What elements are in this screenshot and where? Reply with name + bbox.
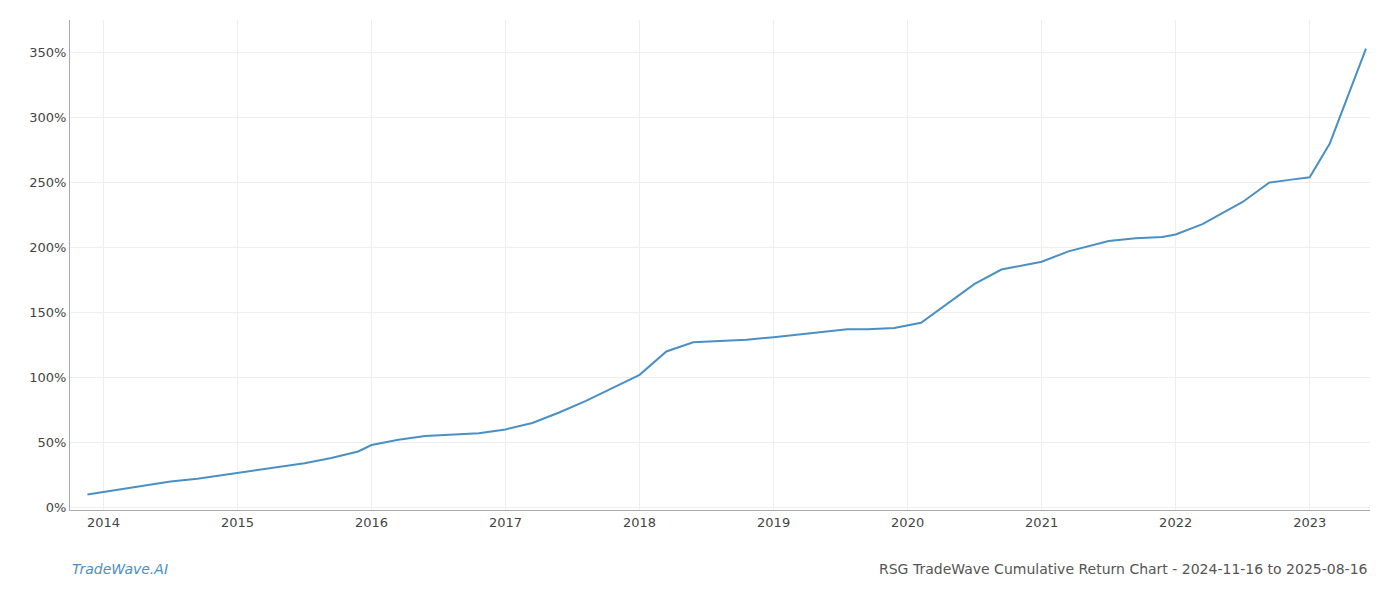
svg-text:2023: 2023 — [1293, 515, 1326, 530]
svg-text:TradeWave.AI: TradeWave.AI — [72, 561, 168, 577]
svg-text:250%: 250% — [29, 175, 66, 190]
svg-text:2018: 2018 — [623, 515, 656, 530]
svg-text:2021: 2021 — [1025, 515, 1058, 530]
svg-text:0%: 0% — [46, 500, 67, 515]
svg-text:100%: 100% — [29, 370, 66, 385]
svg-text:50%: 50% — [37, 435, 66, 450]
svg-text:150%: 150% — [29, 305, 66, 320]
svg-text:2016: 2016 — [355, 515, 388, 530]
svg-text:2019: 2019 — [757, 515, 790, 530]
svg-text:300%: 300% — [29, 110, 66, 125]
svg-text:2022: 2022 — [1159, 515, 1192, 530]
svg-text:350%: 350% — [29, 45, 66, 60]
svg-text:2017: 2017 — [489, 515, 522, 530]
svg-text:RSG TradeWave Cumulative Retur: RSG TradeWave Cumulative Return Chart - … — [879, 561, 1368, 577]
svg-text:2020: 2020 — [891, 515, 924, 530]
svg-text:200%: 200% — [29, 240, 66, 255]
svg-text:2015: 2015 — [221, 515, 254, 530]
svg-text:2014: 2014 — [87, 515, 120, 530]
